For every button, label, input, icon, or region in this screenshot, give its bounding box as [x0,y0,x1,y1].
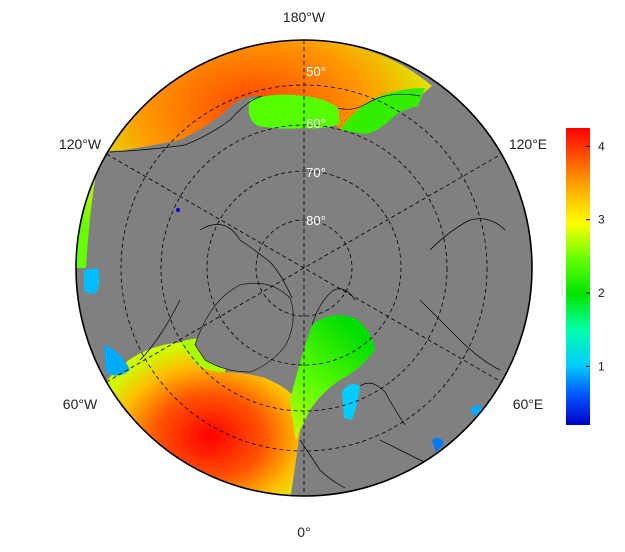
caspian-wave-region [470,405,484,420]
meridian-60w-120e [106,153,502,383]
colorbar-gradient [566,128,590,425]
norwegian-sea-wave-region [290,315,375,440]
hudson-strait-wave-region [84,268,100,294]
colorbar-tick-label: 3 [598,213,605,227]
longitude-label-180w: 180°W [283,9,326,25]
longitude-graticule [106,40,502,496]
longitude-label-120w: 120°W [59,136,102,152]
greenland-landmass [194,282,294,373]
longitude-label-120e: 120°E [509,136,547,152]
black-sea-wave-region [432,437,444,452]
pacific-wave-region [76,40,432,268]
colorbar-tick-label: 4 [598,139,605,153]
colorbar-ticks: 1 2 3 4 [586,139,605,373]
meridian-120w-60e [106,153,502,383]
lat-circle-70 [206,170,402,366]
small-lake-mark [176,208,180,212]
hudson-bay-wave-region [104,345,130,376]
colorbar: 1 2 3 4 [566,128,605,425]
coastlines [109,93,506,489]
colorbar-tick-label: 1 [598,359,605,373]
latitude-label-50: 50° [306,64,326,79]
longitude-label-0: 0° [297,524,310,540]
map-outline [75,39,533,497]
baltic-wave-region [342,384,360,420]
colorbar-tick-label: 2 [598,286,605,300]
longitude-label-60w: 60°W [63,396,98,412]
lat-circle-80 [255,219,353,317]
okhotsk-wave-region [340,88,425,134]
latitude-label-70: 70° [306,165,326,180]
latitude-label-60: 60° [306,116,326,131]
latitude-label-80: 80° [306,213,326,228]
bering-sea-wave-region [248,94,340,129]
longitude-label-60e: 60°E [513,396,544,412]
